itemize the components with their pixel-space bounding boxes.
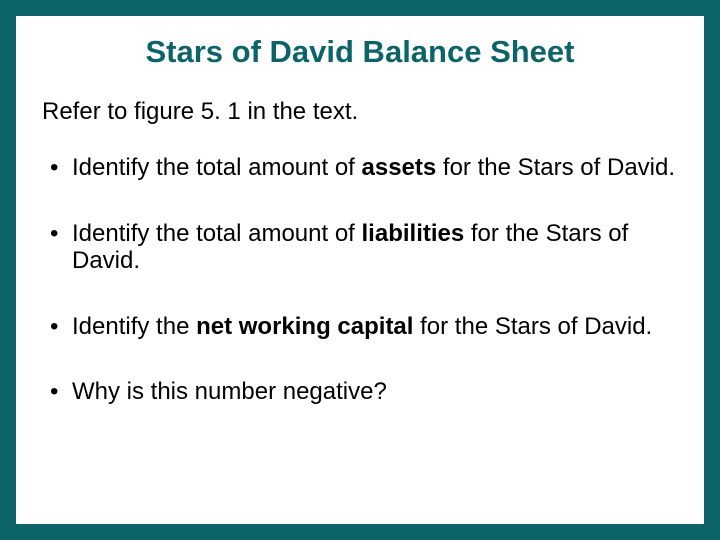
bullet-text-bold: assets: [362, 154, 437, 181]
bullet-text-post: for the Stars of David.: [413, 313, 652, 340]
bullet-text-pre: Identify the: [72, 313, 196, 340]
bullet-text-bold: net working capital: [196, 313, 413, 340]
bullet-list: Identify the total amount of assets for …: [42, 154, 678, 406]
bullet-text-bold: liabilities: [362, 220, 465, 247]
list-item: Identify the total amount of liabilities…: [42, 220, 678, 275]
slide: Stars of David Balance Sheet Refer to fi…: [16, 16, 704, 524]
bullet-text-pre: Identify the total amount of: [72, 220, 362, 247]
list-item: Why is this number negative?: [42, 378, 678, 406]
list-item: Identify the net working capital for the…: [42, 313, 678, 341]
bullet-text-pre: Identify the total amount of: [72, 154, 362, 181]
bullet-text-pre: Why is this number negative?: [72, 378, 387, 405]
bullet-text-post: for the Stars of David.: [436, 154, 675, 181]
list-item: Identify the total amount of assets for …: [42, 154, 678, 182]
slide-title: Stars of David Balance Sheet: [42, 34, 678, 70]
slide-subtitle: Refer to figure 5. 1 in the text.: [42, 98, 678, 126]
